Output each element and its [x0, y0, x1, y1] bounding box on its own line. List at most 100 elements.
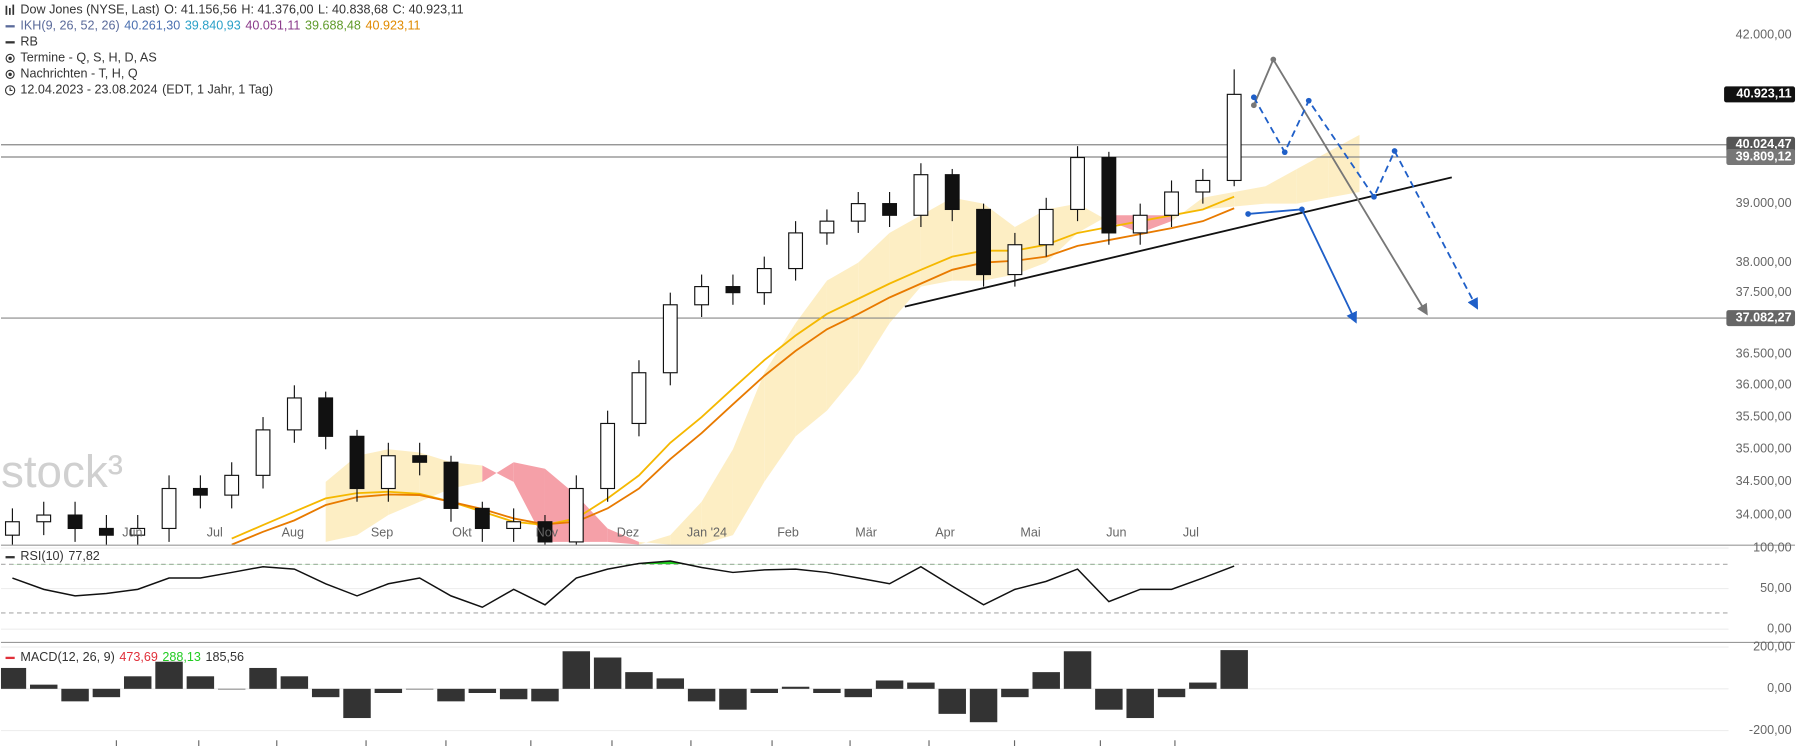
candle-body — [537, 521, 553, 543]
ichimoku-cloud — [920, 197, 953, 287]
candle-body — [850, 203, 866, 222]
y-tick-label: 50,00 — [1760, 581, 1791, 595]
header-text: RB — [20, 35, 37, 49]
histogram-bar — [311, 688, 340, 698]
header-text: IKH(9, 26, 52, 26) — [20, 19, 119, 33]
histogram-bar — [719, 688, 747, 710]
histogram-bar — [499, 688, 528, 700]
y-tick-label: 36.500,00 — [1736, 346, 1792, 360]
x-tick-label: Jun — [1106, 526, 1126, 540]
scenario-path — [1253, 96, 1479, 310]
y-tick-label: 34.000,00 — [1736, 507, 1792, 521]
header-text: Termine - Q, S, H, D, AS — [20, 51, 156, 65]
histogram-bar — [844, 688, 872, 698]
histogram-bar — [155, 661, 183, 689]
header-text: 39.688,48 — [305, 19, 361, 33]
header-text: Nachrichten - T, H, Q — [20, 67, 137, 81]
histogram-bar — [625, 672, 653, 689]
header-text: 40.051,11 — [245, 19, 300, 33]
candle-body — [662, 304, 678, 374]
y-tick-label: 35.500,00 — [1736, 409, 1792, 423]
y-tick-label: 200,00 — [1753, 639, 1791, 653]
header-text: O: 41.156,56 — [164, 3, 237, 17]
histogram-bar — [1063, 651, 1092, 689]
histogram-bar — [1126, 688, 1154, 719]
x-tick-label: Apr — [935, 526, 955, 540]
x-tick-label: Okt — [452, 526, 472, 540]
histogram-bar — [123, 676, 152, 689]
ichimoku-cloud — [1234, 186, 1266, 207]
candle-body — [380, 455, 396, 490]
histogram-bar — [405, 688, 434, 690]
histogram-bar — [781, 686, 810, 689]
header-line: 12.04.2023 - 23.08.2024 (EDT, 1 Jahr, 1 T… — [20, 83, 273, 97]
last-price-label: 40.923,11 — [1736, 87, 1791, 101]
y-tick-label: 0,00 — [1767, 681, 1791, 695]
histogram-bar — [468, 688, 497, 693]
candle-body — [694, 286, 710, 306]
ichimoku-cloud — [325, 455, 358, 542]
ichimoku-cloud — [1202, 192, 1235, 210]
level-label-box — [1726, 148, 1796, 166]
header-text: 40.923,11 — [366, 19, 421, 33]
candle-body — [474, 507, 490, 530]
ichimoku-cloud — [764, 323, 796, 482]
histogram-bar — [0, 667, 27, 689]
legend: RSI(10) 77,82 — [20, 550, 99, 564]
candle-body — [506, 521, 522, 530]
level-label: 39.809,12 — [1736, 149, 1792, 163]
candle-body — [788, 232, 804, 270]
y-tick-label: 39.000,00 — [1736, 196, 1792, 210]
x-tick-label: Jan '24 — [687, 526, 727, 540]
candle-body — [819, 220, 835, 234]
candle-body — [443, 461, 459, 509]
candle-body — [224, 474, 240, 496]
histogram-bar — [30, 684, 58, 689]
last-price-box — [1724, 86, 1796, 103]
candle-body — [161, 487, 177, 530]
x-tick-label: Jul — [1183, 526, 1199, 540]
y-tick-label: -200,00 — [1749, 723, 1792, 737]
candle-body — [568, 487, 584, 543]
rsi-line — [12, 560, 1235, 609]
header-line: Dow Jones (NYSE, Last) O: 41.156,56 H: 41.… — [20, 3, 463, 17]
level-label-box — [1726, 310, 1796, 327]
candle-body — [1101, 156, 1117, 234]
ichimoku-cloud — [701, 449, 733, 545]
candle-body — [255, 429, 271, 476]
trend-line — [904, 176, 1452, 308]
candle-body — [1226, 93, 1242, 182]
candle-body — [130, 527, 146, 536]
ichimoku-cloud — [1077, 203, 1109, 233]
legend-value: 288,13 — [162, 650, 200, 664]
y-tick-label: 36.000,00 — [1736, 378, 1792, 392]
histogram-bar — [750, 688, 778, 693]
histogram-bar — [217, 688, 246, 690]
ichimoku-cloud — [1046, 203, 1078, 263]
candle-body — [318, 397, 334, 437]
histogram-bar — [1157, 688, 1186, 698]
candle-body — [882, 203, 898, 216]
header-text: H: 41.376,00 — [241, 3, 313, 17]
y-tick-label: 100,00 — [1753, 540, 1791, 554]
macd-pane — [0, 646, 1729, 732]
legend-title: MACD(12, 26, 9) — [20, 650, 114, 664]
candle-body — [631, 372, 647, 425]
scenario-path — [1248, 208, 1357, 324]
y-tick-label: 37.500,00 — [1736, 285, 1792, 299]
candle-body — [1007, 244, 1023, 276]
ichimoku-cloud — [670, 501, 702, 545]
histogram-bar — [1032, 672, 1060, 689]
header-text: L: 40.838,68 — [318, 3, 388, 17]
scenario-points — [1245, 56, 1398, 217]
candle-body — [412, 455, 428, 463]
ichimoku-cloud — [638, 535, 671, 545]
ichimoku-cloud — [858, 232, 890, 373]
level-label: 37.082,27 — [1736, 310, 1792, 324]
ichimoku-cloud — [826, 262, 859, 411]
ichimoku-cloud — [889, 215, 921, 324]
candle-body — [98, 527, 114, 536]
indicator-line — [231, 195, 1235, 540]
price-pane — [0, 69, 1729, 545]
